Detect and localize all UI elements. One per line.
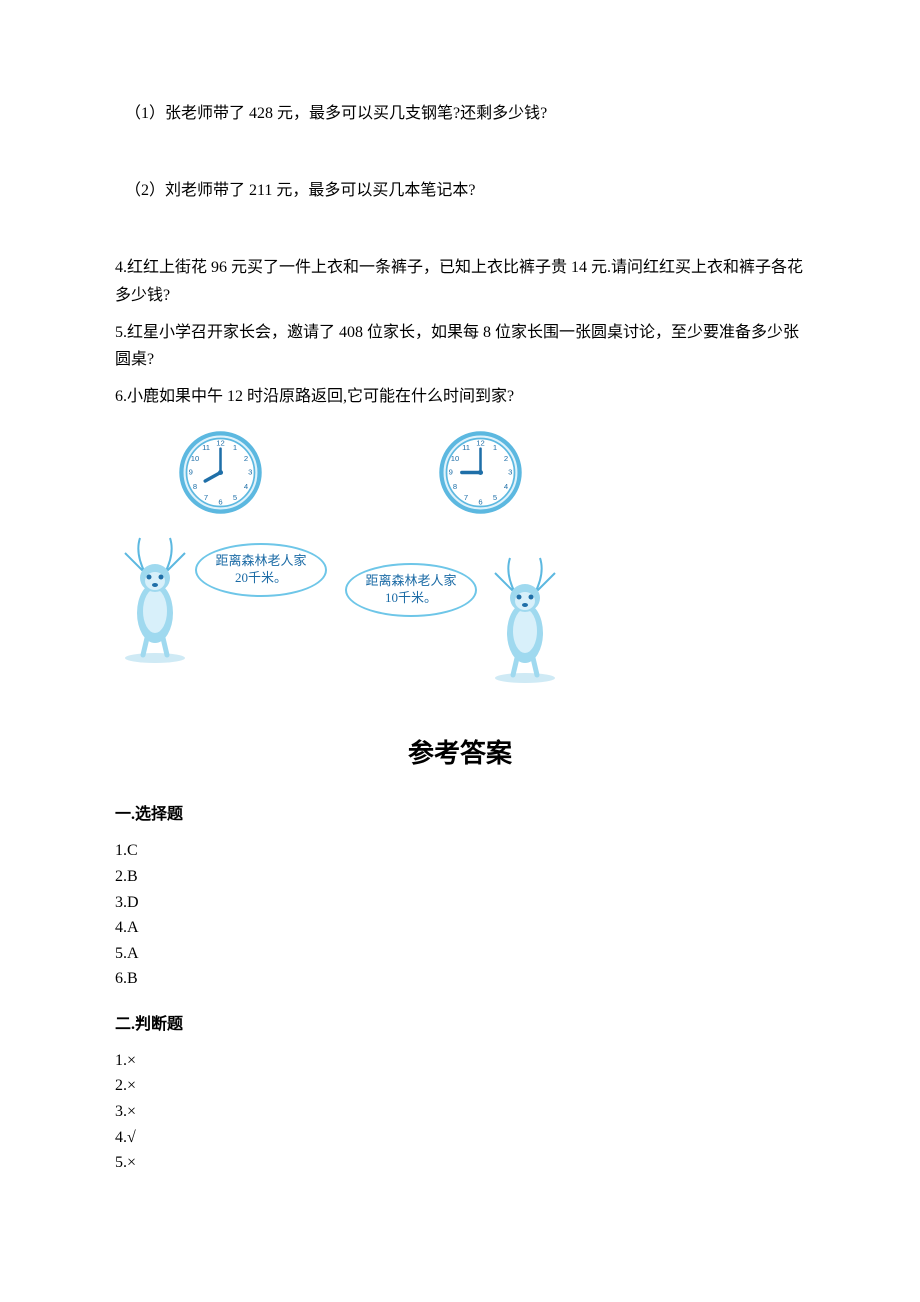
- svg-text:7: 7: [463, 493, 467, 502]
- svg-text:2: 2: [243, 454, 247, 463]
- answer-choice-5: 5.A: [115, 941, 805, 967]
- document-page: （1）张老师带了 428 元，最多可以买几支钢笔?还剩多少钱? （2）刘老师带了…: [0, 0, 920, 1236]
- deer-column-right: 12 1 2 3 4 5 6 7 8 9 10 11: [365, 430, 595, 693]
- answer-judge-3: 3.×: [115, 1099, 805, 1125]
- svg-text:10: 10: [190, 454, 199, 463]
- deer-icon: [485, 553, 565, 683]
- question-3-1: （1）张老师带了 428 元，最多可以买几支钢笔?还剩多少钱?: [125, 100, 805, 127]
- svg-text:7: 7: [203, 493, 207, 502]
- deer-icon: [115, 533, 195, 663]
- svg-text:9: 9: [448, 468, 452, 477]
- answer-judge-2: 2.×: [115, 1073, 805, 1099]
- answer-choice-4: 4.A: [115, 915, 805, 941]
- svg-text:1: 1: [492, 443, 496, 452]
- svg-text:9: 9: [188, 468, 192, 477]
- question-6: 6.小鹿如果中午 12 时沿原路返回,它可能在什么时间到家?: [115, 383, 805, 410]
- answer-judge-4: 4.√: [115, 1125, 805, 1151]
- question-3-2: （2）刘老师带了 211 元，最多可以买几本笔记本?: [125, 177, 805, 204]
- svg-text:1: 1: [232, 443, 236, 452]
- answer-choice-6: 6.B: [115, 966, 805, 992]
- svg-text:2: 2: [503, 454, 507, 463]
- clock-8-icon: 12 1 2 3 4 5 6 7 8 9 10 11: [178, 430, 263, 515]
- answer-choice-2: 2.B: [115, 864, 805, 890]
- svg-text:8: 8: [192, 482, 196, 491]
- question-5: 5.红星小学召开家长会，邀请了 408 位家长，如果每 8 位家长围一张圆桌讨论…: [115, 319, 805, 373]
- section-judge-head: 二.判断题: [115, 1010, 805, 1034]
- svg-text:12: 12: [476, 439, 485, 448]
- clock-9-icon: 12 1 2 3 4 5 6 7 8 9 10 11: [438, 430, 523, 515]
- svg-text:5: 5: [232, 493, 236, 502]
- svg-text:11: 11: [462, 443, 470, 452]
- answers-title: 参考答案: [115, 733, 805, 770]
- answer-judge-1: 1.×: [115, 1048, 805, 1074]
- svg-text:8: 8: [452, 482, 456, 491]
- speech-bubble-right: 距离森林老人家10千米。: [345, 563, 477, 617]
- section-choice-head: 一.选择题: [115, 800, 805, 824]
- answer-choice-1: 1.C: [115, 838, 805, 864]
- svg-text:3: 3: [508, 468, 512, 477]
- svg-text:10: 10: [450, 454, 459, 463]
- svg-text:6: 6: [478, 498, 482, 507]
- speech-bubble-left: 距离森林老人家20千米。: [195, 543, 327, 597]
- answer-choice-3: 3.D: [115, 890, 805, 916]
- deer-column-left: 12 1 2 3 4 5 6 7 8 9 10 11: [115, 430, 325, 693]
- figure-deer-clocks: 12 1 2 3 4 5 6 7 8 9 10 11: [115, 430, 805, 693]
- svg-text:6: 6: [218, 498, 222, 507]
- svg-text:12: 12: [216, 439, 225, 448]
- svg-text:3: 3: [248, 468, 252, 477]
- svg-text:5: 5: [492, 493, 496, 502]
- answer-judge-5: 5.×: [115, 1150, 805, 1176]
- question-4: 4.红红上街花 96 元买了一件上衣和一条裤子，已知上衣比裤子贵 14 元.请问…: [115, 254, 805, 308]
- svg-text:11: 11: [202, 443, 210, 452]
